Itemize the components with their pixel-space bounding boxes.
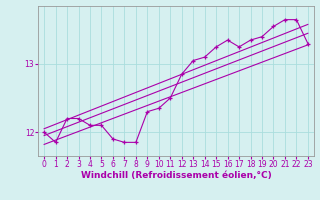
X-axis label: Windchill (Refroidissement éolien,°C): Windchill (Refroidissement éolien,°C) [81,171,271,180]
